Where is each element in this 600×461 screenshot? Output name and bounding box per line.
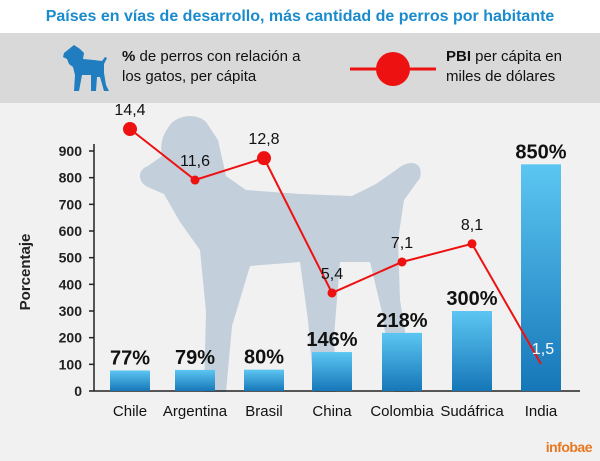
pbi-value-label: 11,6	[180, 153, 210, 170]
x-tick-label: Argentina	[163, 403, 228, 420]
legend-line-swatch	[350, 52, 436, 86]
bar	[452, 311, 492, 391]
legend-bars-bold: %	[122, 48, 136, 65]
y-axis-label: Porcentaje	[17, 234, 34, 311]
legend-bars-line2: los gatos, per cápita	[122, 68, 257, 85]
pbi-value-label: 1,5	[532, 341, 554, 358]
bar-value-label: 300%	[446, 288, 497, 310]
bar-value-label: 80%	[244, 347, 284, 369]
pbi-point	[397, 257, 407, 267]
legend-bars-label: % de perros con relación a los gatos, pe…	[122, 47, 322, 87]
y-tick-label: 300	[59, 303, 83, 319]
pbi-value-label: 8,1	[461, 217, 483, 234]
y-tick-label: 900	[59, 143, 83, 159]
plot-background	[0, 103, 600, 461]
bar	[382, 332, 422, 391]
y-tick-label: 400	[59, 276, 83, 292]
bar	[312, 352, 352, 391]
bar-value-label: 146%	[306, 329, 357, 351]
x-tick-label: Brasil	[245, 403, 283, 420]
pbi-point	[123, 122, 137, 136]
y-tick-label: 700	[59, 196, 83, 212]
legend-band: % de perros con relación a los gatos, pe…	[0, 33, 600, 103]
chart-title: Países en vías de desarrollo, más cantid…	[45, 8, 555, 25]
y-tick-label: 500	[59, 250, 83, 266]
bar	[521, 164, 561, 391]
legend-line-label: PBI per cápita en miles de dólares	[446, 47, 596, 87]
bar-value-label: 218%	[376, 310, 427, 332]
legend-line-marker	[376, 52, 410, 86]
bar	[110, 370, 150, 391]
pbi-value-label: 12,8	[248, 131, 279, 148]
bar-value-label: 79%	[175, 347, 215, 369]
x-tick-label: China	[312, 403, 352, 420]
pbi-point	[190, 175, 200, 185]
pbi-point	[257, 151, 271, 166]
y-tick-label: 0	[74, 383, 82, 399]
pbi-point	[327, 288, 337, 298]
x-tick-label: Chile	[113, 403, 147, 420]
y-tick-label: 800	[59, 170, 83, 186]
legend-line-line1: per cápita en	[471, 48, 562, 65]
legend-bars-line1: de perros con relación a	[135, 48, 301, 65]
dog-silhouette-background	[139, 116, 421, 392]
pbi-value-label: 7,1	[391, 235, 413, 252]
x-tick-label: India	[525, 403, 558, 420]
legend-line-bold: PBI	[446, 48, 472, 65]
brand-logo: infobae	[545, 439, 593, 455]
y-tick-label: 100	[59, 356, 83, 372]
pbi-value-label: 5,4	[321, 266, 343, 283]
dog-icon	[63, 45, 109, 91]
y-tick-label: 600	[59, 223, 83, 239]
bar	[244, 369, 284, 391]
x-tick-label: Sudáfrica	[440, 403, 504, 420]
pbi-point	[467, 239, 477, 249]
pbi-value-label: 14,4	[114, 102, 145, 119]
y-tick-label: 200	[59, 330, 83, 346]
x-tick-label: Colombia	[370, 403, 434, 420]
bar-value-label: 850%	[515, 141, 566, 163]
bar	[175, 369, 215, 391]
legend-line-line2: miles de dólares	[446, 68, 556, 85]
bar-value-label: 77%	[110, 347, 150, 369]
